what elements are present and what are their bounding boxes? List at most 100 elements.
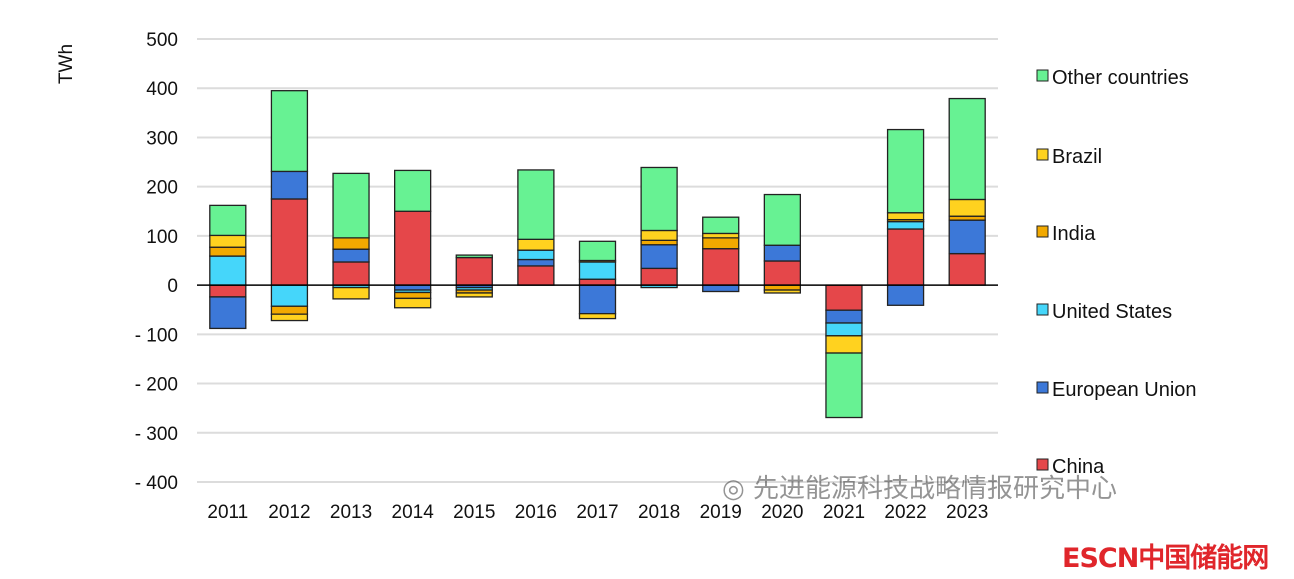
gridlines <box>197 38 998 483</box>
x-tick-label: 2014 <box>392 502 435 523</box>
legend-swatch <box>1036 148 1049 161</box>
bar-segment-china-2016 <box>517 265 555 286</box>
legend-swatch <box>1036 458 1049 471</box>
bar-segment-china-2018 <box>640 267 678 286</box>
bar-segment-other-countries-2020 <box>763 193 801 246</box>
bar-segment-india-2014 <box>394 291 432 300</box>
y-tick-label: 200 <box>146 178 178 199</box>
bar-segment-china-2021 <box>825 284 863 311</box>
legend-label: China <box>1052 456 1105 478</box>
y-tick-label: - 100 <box>135 325 178 346</box>
bar-segment-china-2011 <box>209 284 247 298</box>
x-tick-label: 2021 <box>823 502 865 523</box>
bar-segment-united-states-2016 <box>517 249 555 261</box>
bar-segment-european-union-2016 <box>517 258 555 267</box>
bar-segment-brazil-2013 <box>332 286 370 300</box>
bar-segment-brazil-2011 <box>209 234 247 248</box>
legend-label: India <box>1052 223 1096 245</box>
y-tick-label: 300 <box>146 128 178 149</box>
bar-segment-brazil-2021 <box>825 335 863 354</box>
legend-label: Brazil <box>1052 146 1102 168</box>
x-tick-label: 2011 <box>207 502 248 523</box>
legend-swatch <box>1036 225 1049 238</box>
legend-swatch <box>1036 381 1049 394</box>
x-tick-label: 2016 <box>515 502 557 523</box>
x-tick-label: 2023 <box>946 502 988 523</box>
bar-segment-china-2019 <box>702 248 740 286</box>
bar-segment-china-2013 <box>332 261 370 286</box>
y-tick-label: - 400 <box>135 473 178 494</box>
bar-segment-other-countries-2018 <box>640 166 678 232</box>
bar-segment-other-countries-2014 <box>394 169 432 212</box>
bar-segment-china-2017 <box>578 278 617 286</box>
bar-segment-brazil-2019 <box>702 232 740 239</box>
wechat-icon: ◎ <box>722 474 753 504</box>
y-axis-label: TWh <box>56 44 77 84</box>
y-tick-label: - 200 <box>135 375 178 396</box>
legend-swatch <box>1036 303 1049 316</box>
bar-segment-united-states-2021 <box>825 322 863 337</box>
bar-segment-other-countries-2022 <box>886 128 925 214</box>
bar-segment-other-countries-2011 <box>209 204 247 237</box>
x-tick-label: 2015 <box>453 502 495 523</box>
bar-segment-brazil-2018 <box>640 229 678 241</box>
x-tick-label: 2012 <box>268 502 310 523</box>
bar-segment-other-countries-2023 <box>948 97 986 201</box>
y-tick-label: - 300 <box>135 424 178 445</box>
bar-segment-brazil-2023 <box>948 198 986 217</box>
axes: 500 400 300 200 100 0 - 100 - 200 - 300 - 400 2011… <box>135 30 998 523</box>
bar-segment-brazil-2014 <box>394 297 432 309</box>
bar-segment-united-states-2011 <box>209 255 247 286</box>
bar-segment-other-countries-2012 <box>270 90 309 173</box>
bar-segment-other-countries-2021 <box>825 352 863 419</box>
bar-segment-european-union-2019 <box>702 284 740 293</box>
x-tick-label: 2017 <box>576 502 618 523</box>
legend: China European Union United States India Bra… <box>1036 67 1197 478</box>
bar-segment-other-countries-2015 <box>455 254 493 259</box>
y-tick-label: 400 <box>146 79 178 100</box>
legend-label: United States <box>1052 301 1172 323</box>
x-tick-label: 2019 <box>700 502 742 523</box>
escn-logo: ESCN中国储能网 <box>1062 543 1269 574</box>
legend-label: European Union <box>1052 379 1197 401</box>
bar-segment-china-2023 <box>948 252 986 286</box>
bar-segment-india-2018 <box>640 239 678 246</box>
bar-segment-european-union-2020 <box>763 244 801 262</box>
bar-segment-united-states-2012 <box>270 284 309 307</box>
bar-segment-european-union-2023 <box>948 219 986 255</box>
x-tick-label: 2020 <box>761 502 803 523</box>
bar-segment-european-union-2022 <box>886 284 925 306</box>
bar-segment-european-union-2021 <box>825 309 863 324</box>
bar-segment-india-2013 <box>332 237 370 250</box>
bar-segment-other-countries-2013 <box>332 172 370 239</box>
bar-segment-other-countries-2016 <box>517 169 555 240</box>
bar-segment-european-union-2017 <box>578 284 617 315</box>
bar-segment-other-countries-2019 <box>702 216 740 235</box>
x-tick-label: 2018 <box>638 502 680 523</box>
legend-swatch <box>1036 69 1049 82</box>
y-tick-label: 500 <box>146 30 178 51</box>
bar-segment-china-2014 <box>394 210 432 286</box>
bar-segment-european-union-2013 <box>332 248 370 263</box>
bar-segment-china-2020 <box>763 260 801 286</box>
bar-segment-china-2015 <box>455 256 493 286</box>
bar-segment-united-states-2022 <box>886 220 925 230</box>
y-tick-label: 0 <box>167 276 178 297</box>
bar-segment-european-union-2012 <box>270 170 309 200</box>
bar-segment-brazil-2020 <box>763 289 801 294</box>
bar-segment-india-2011 <box>209 246 247 257</box>
y-tick-label: 100 <box>146 227 178 248</box>
bar-segment-brazil-2016 <box>517 238 555 251</box>
bar-segment-india-2019 <box>702 237 740 250</box>
bar-segment-brazil-2022 <box>886 212 925 221</box>
bars <box>209 90 986 419</box>
bar-segment-china-2022 <box>886 228 925 286</box>
bar-segment-european-union-2011 <box>209 296 247 330</box>
bar-segment-european-union-2018 <box>640 244 678 270</box>
watermark: ◎ 先进能源科技战略情报研究中心 <box>722 474 1117 504</box>
bar-segment-brazil-2017 <box>578 313 617 320</box>
bar-segment-china-2012 <box>270 198 309 286</box>
x-tick-label: 2013 <box>330 502 372 523</box>
bar-segment-brazil-2015 <box>455 292 493 298</box>
